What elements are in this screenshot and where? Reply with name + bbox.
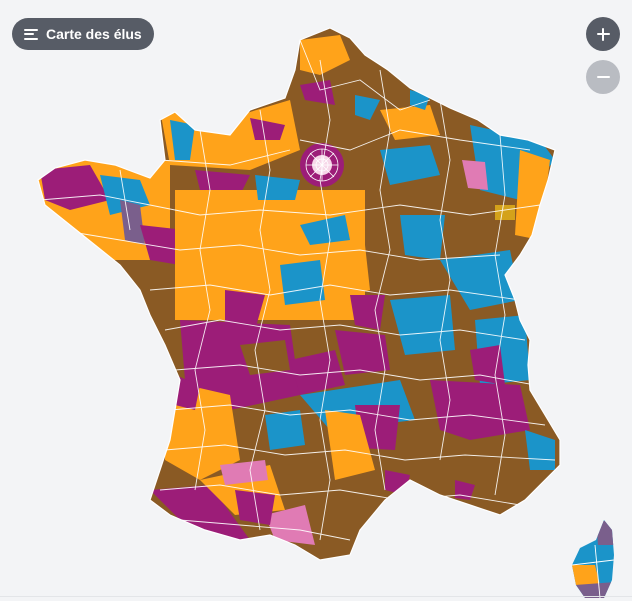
minus-icon <box>596 76 610 78</box>
zoom-in-button[interactable] <box>586 17 620 51</box>
legend-toggle-button[interactable]: Carte des élus <box>12 18 154 50</box>
plus-icon-vertical <box>602 27 604 41</box>
mainland-outline <box>37 27 561 561</box>
zoom-out-button[interactable] <box>586 60 620 94</box>
corsica[interactable] <box>560 515 620 601</box>
legend-toggle-label: Carte des élus <box>46 26 142 42</box>
bottom-divider <box>0 596 632 597</box>
menu-lines-icon <box>24 28 38 40</box>
